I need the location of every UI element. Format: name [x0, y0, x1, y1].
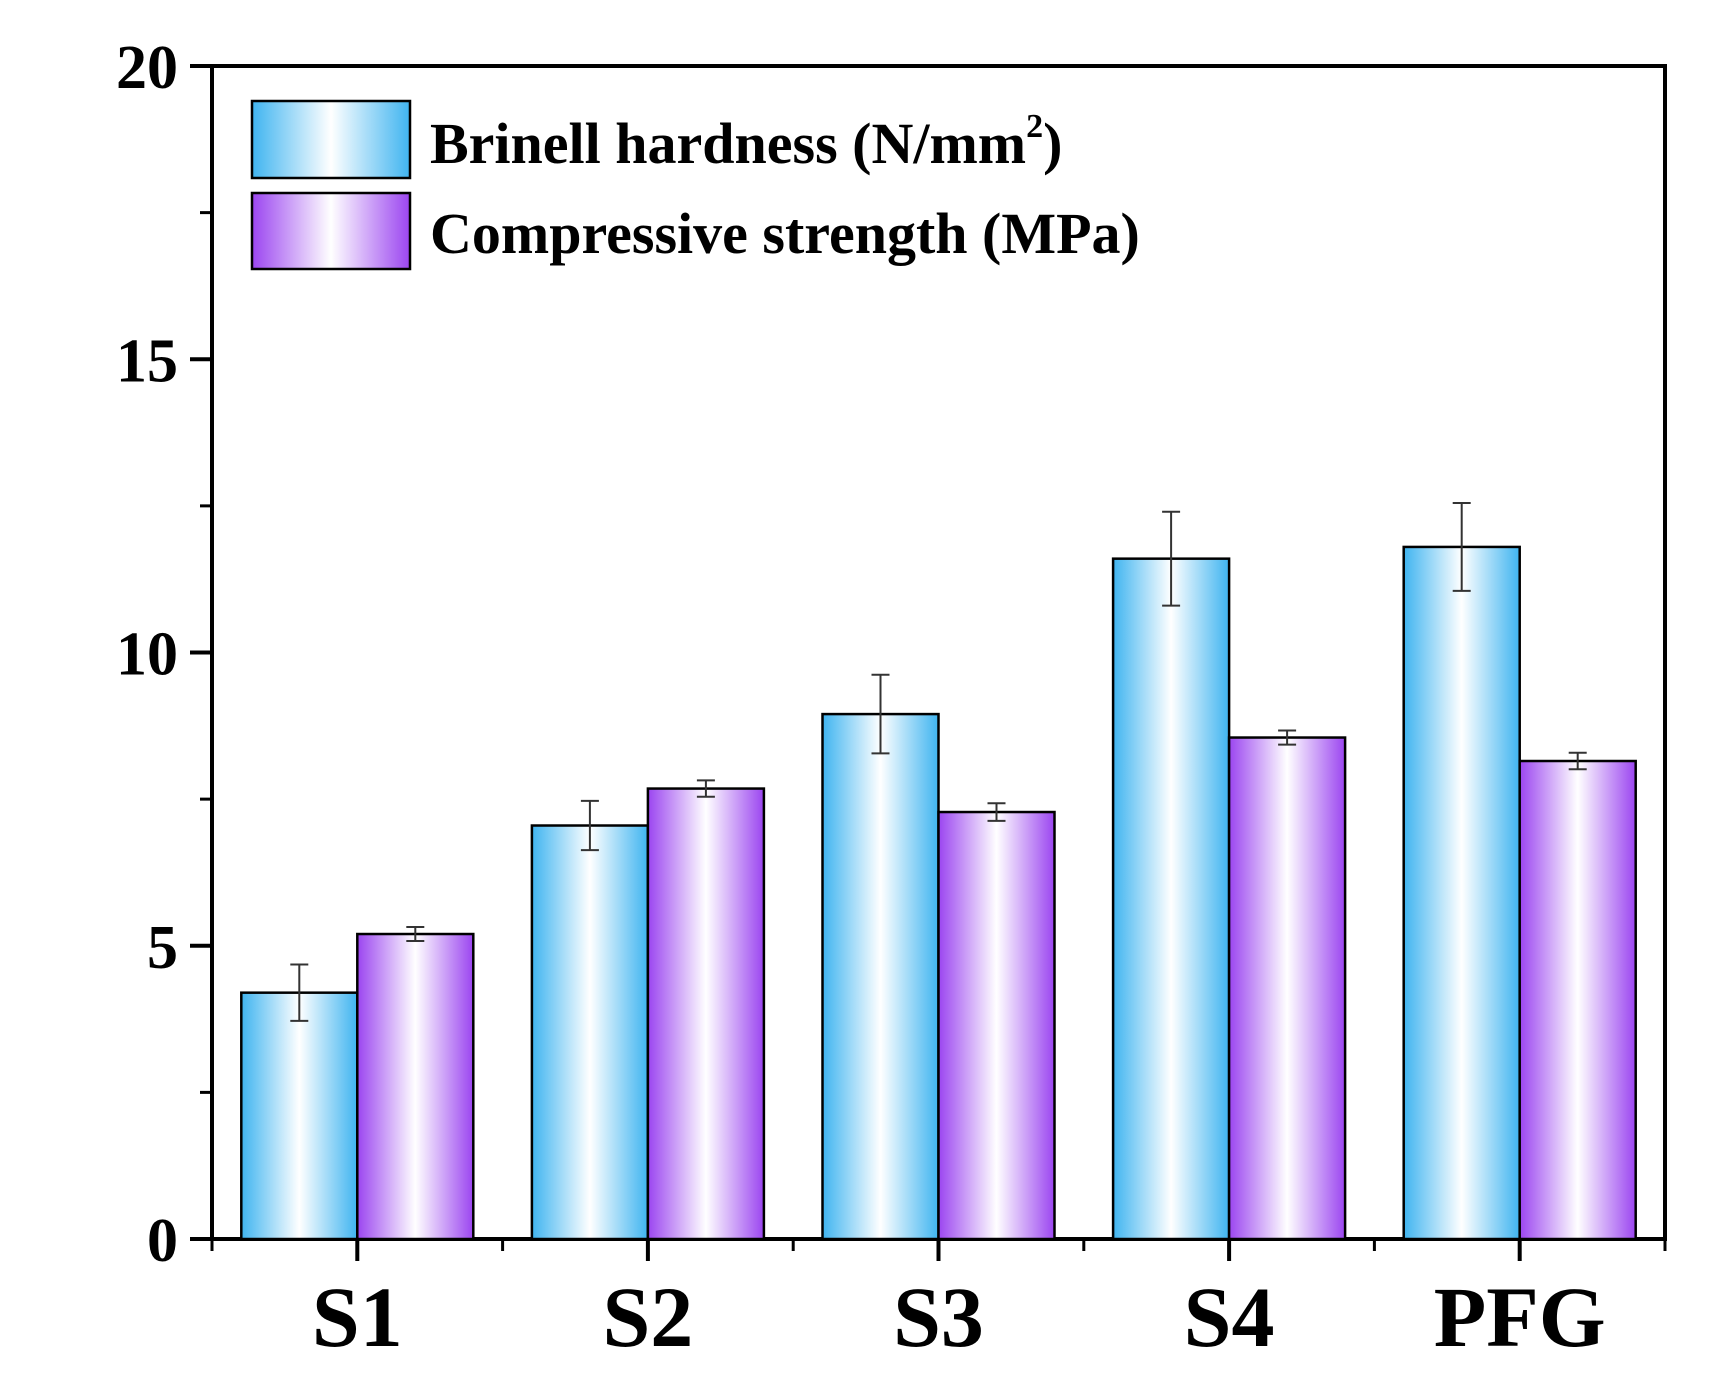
- legend: Brinell hardness (N/mm2) Compressive str…: [250, 99, 1140, 271]
- y-tick-label: 15: [116, 327, 178, 395]
- y-tick-label: 20: [116, 34, 178, 102]
- bar-s3-series-2: [937, 810, 1056, 1241]
- bar-pfg-series-1: [1402, 545, 1521, 1241]
- legend-label-brinell-hardness: Brinell hardness (N/mm2): [430, 108, 1062, 176]
- x-tick-label: S4: [1184, 1269, 1275, 1365]
- bars: [240, 545, 1637, 1241]
- bar-s4-series-1: [1111, 557, 1231, 1241]
- x-tick-label: S1: [312, 1269, 403, 1365]
- y-tick-label: 10: [116, 621, 178, 689]
- y-axis: 0 5 10 15 20: [116, 34, 212, 1275]
- bar-s1-series-2: [356, 932, 475, 1241]
- x-tick-label: S3: [893, 1269, 984, 1365]
- bar-s2-series-2: [646, 787, 766, 1241]
- y-tick-label: 0: [147, 1207, 178, 1275]
- y-tick-label: 5: [147, 914, 178, 982]
- bar-s2-series-1: [530, 824, 650, 1241]
- x-tick-label: PFG: [1434, 1269, 1606, 1365]
- legend-swatch-brinell-hardness: [250, 99, 412, 180]
- bar-s4-series-2: [1227, 736, 1347, 1241]
- legend-swatch-compressive-strength: [250, 191, 412, 271]
- bar-pfg-series-2: [1518, 759, 1637, 1241]
- legend-label-compressive-strength: Compressive strength (MPa): [430, 201, 1140, 266]
- x-axis: S1 S2 S3 S4 PFG: [210, 1239, 1667, 1365]
- x-tick-label: S2: [602, 1269, 693, 1365]
- bar-s3-series-1: [821, 712, 940, 1241]
- error-bars: [290, 501, 1587, 1022]
- bar-s1-series-1: [240, 991, 359, 1241]
